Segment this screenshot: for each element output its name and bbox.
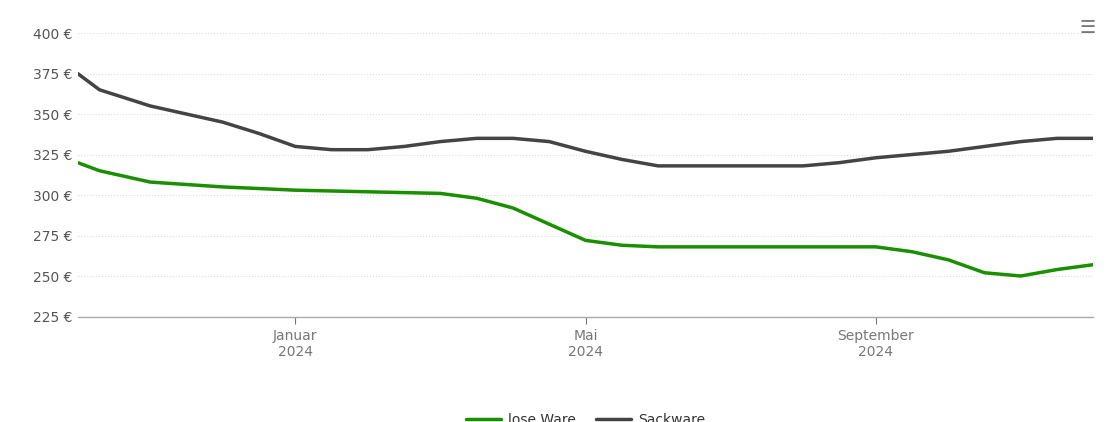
Sackware [579,149,593,154]
lose Ware [216,184,230,189]
lose Ware [289,188,302,193]
lose Ware [652,244,665,249]
Line: Sackware: Sackware [78,73,1093,166]
Sackware [832,160,846,165]
Sackware [93,87,107,92]
Sackware [397,144,411,149]
Legend: lose Ware, Sackware: lose Ware, Sackware [461,407,710,422]
lose Ware [615,243,628,248]
Sackware [1015,139,1028,144]
Sackware [434,139,447,144]
Sackware [724,163,737,168]
Text: ☰: ☰ [1079,19,1096,37]
Sackware [797,163,810,168]
lose Ware [1050,267,1063,272]
lose Ware [797,244,810,249]
Sackware [688,163,702,168]
Sackware [869,155,882,160]
lose Ware [869,244,882,249]
Sackware [143,103,157,108]
Sackware [652,163,665,168]
Sackware [906,152,919,157]
lose Ware [434,191,447,196]
lose Ware [724,244,737,249]
lose Ware [143,179,157,184]
Sackware [615,157,628,162]
Sackware [289,144,302,149]
Sackware [1087,136,1100,141]
lose Ware [543,222,556,227]
lose Ware [1087,262,1100,267]
Sackware [361,147,374,152]
lose Ware [978,270,991,275]
lose Ware [506,206,519,211]
Sackware [71,71,84,76]
Sackware [941,149,955,154]
Sackware [978,144,991,149]
Line: lose Ware: lose Ware [78,162,1093,276]
lose Ware [361,189,374,194]
lose Ware [1015,273,1028,279]
Sackware [543,139,556,144]
Sackware [252,131,265,136]
lose Ware [941,257,955,262]
Sackware [216,119,230,124]
lose Ware [906,249,919,254]
Sackware [470,136,483,141]
lose Ware [93,168,107,173]
lose Ware [71,160,84,165]
Sackware [506,136,519,141]
Sackware [760,163,774,168]
Sackware [1050,136,1063,141]
lose Ware [579,238,593,243]
Sackware [325,147,339,152]
lose Ware [470,196,483,201]
